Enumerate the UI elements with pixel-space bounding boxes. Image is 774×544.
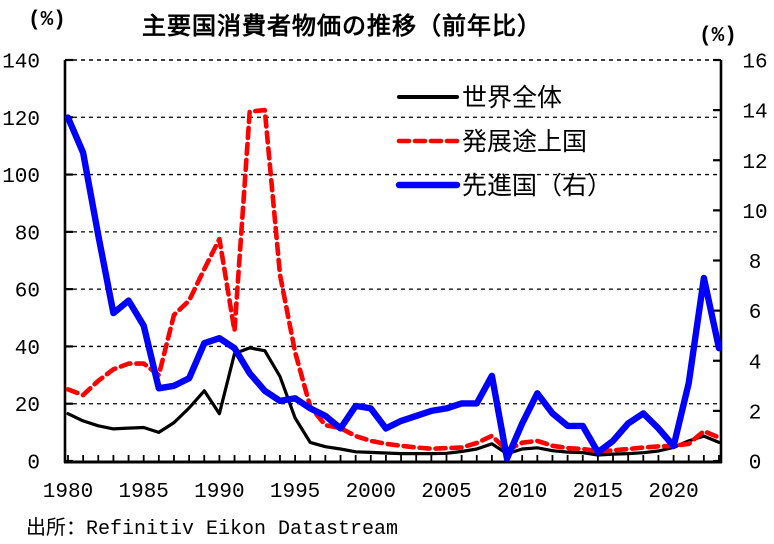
left-axis-tick-label: 60 [15,281,40,304]
x-axis-tick-label: 1980 [43,481,93,504]
right-axis-tick-label: 8 [749,252,762,275]
left-axis-tick-label: 140 [2,52,40,75]
left-axis-unit-label: (%) [28,9,66,32]
legend-label-1: 発展途上国 [462,128,587,156]
legend-label-2: 先進国（右） [462,172,612,200]
left-axis-tick-label: 100 [2,166,40,189]
series-line-2 [64,114,723,462]
right-axis-tick-label: 14 [742,102,767,125]
left-axis-tick-label: 120 [2,109,40,132]
x-axis-tick-label: 2000 [346,481,396,504]
right-axis-tick-label: 12 [742,152,767,175]
x-axis-tick-label: 2010 [497,481,547,504]
series-line-1 [65,107,722,454]
x-axis-tick-label: 2005 [421,481,471,504]
right-axis-tick-label: 10 [742,202,767,225]
x-axis-tick-label: 1990 [194,481,244,504]
x-axis-tick-label: 1995 [270,481,320,504]
x-axis-tick-label: 2020 [648,481,698,504]
right-axis-tick-label: 4 [749,352,762,375]
left-axis-tick-label: 20 [15,395,40,418]
right-axis-tick-label: 6 [749,302,762,325]
legend-label-0: 世界全体 [462,84,562,112]
x-axis-tick-label: 1985 [118,481,168,504]
source-note: 出所：Refinitiv Eikon Datastream [26,518,399,541]
left-axis-tick-label: 40 [15,338,40,361]
right-axis-tick-label: 0 [749,453,762,476]
series-line-0 [66,346,721,457]
right-axis-tick-label: 16 [742,52,767,75]
left-axis-tick-label: 80 [15,223,40,246]
right-axis-tick-label: 2 [749,402,762,425]
chart-title: 主要国消費者物価の推移（前年比） [142,13,542,40]
left-axis-tick-label: 0 [27,453,40,476]
x-axis-tick-label: 2015 [573,481,623,504]
right-axis-unit-label: (%) [699,25,737,48]
